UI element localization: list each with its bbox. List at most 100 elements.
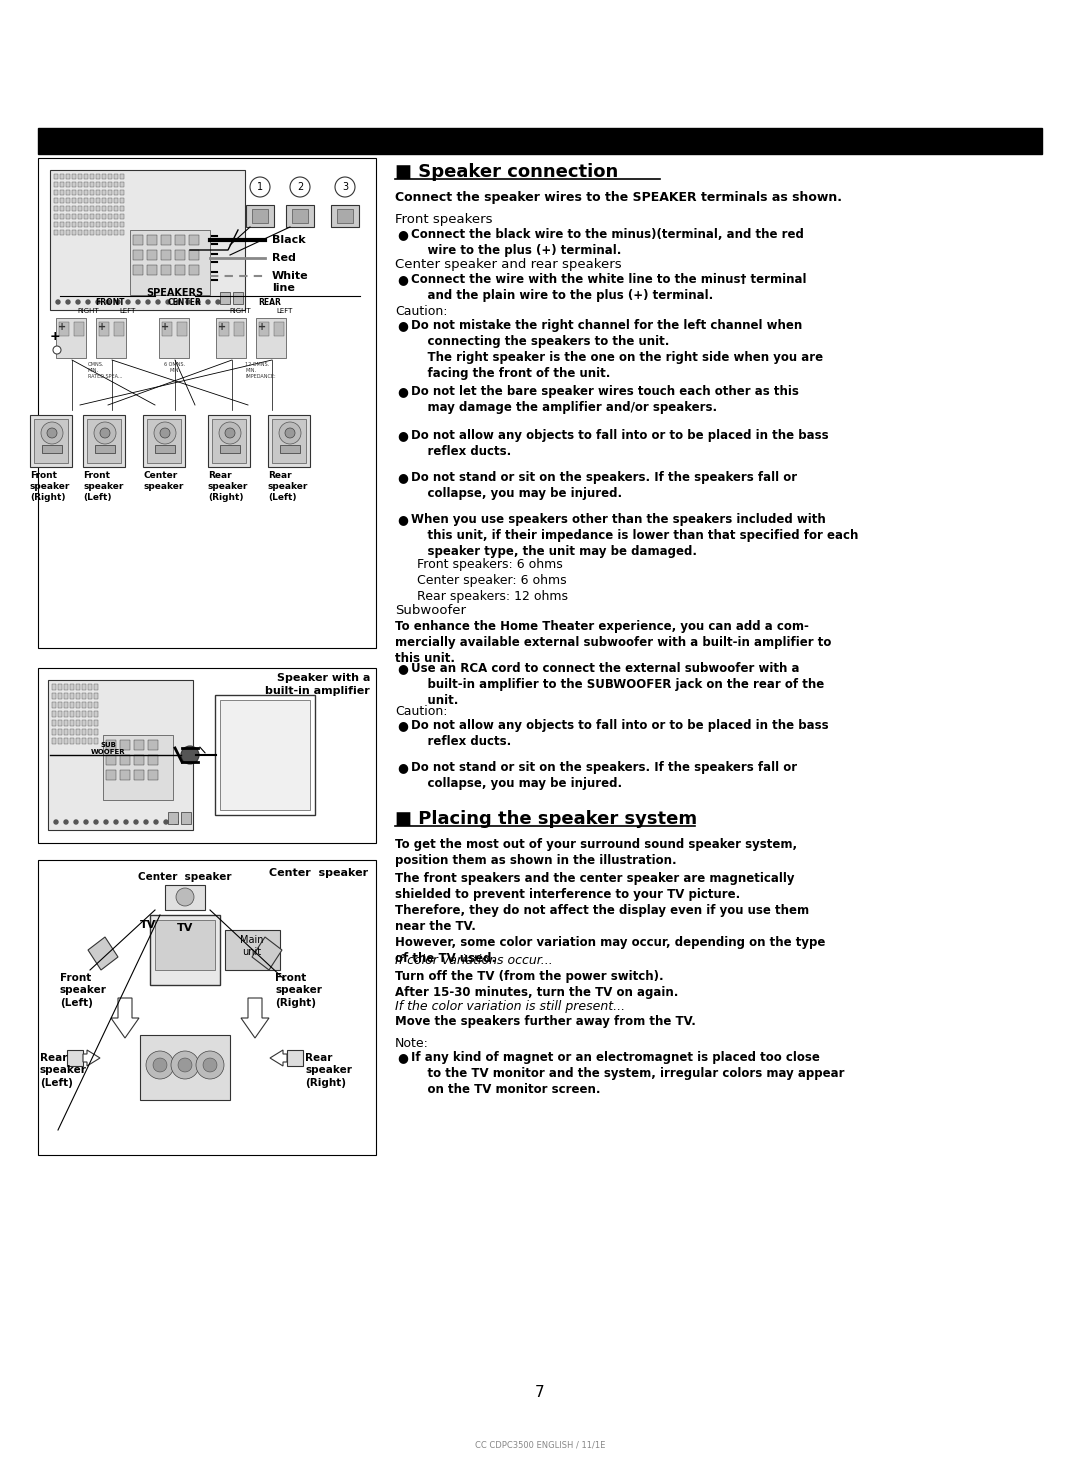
Bar: [108, 230, 112, 235]
Bar: [208, 415, 249, 467]
Bar: [54, 182, 58, 188]
Bar: [66, 198, 70, 202]
Bar: [96, 214, 100, 219]
Polygon shape: [87, 936, 118, 970]
Text: The front speakers and the center speaker are magnetically
shielded to prevent i: The front speakers and the center speake…: [395, 871, 825, 964]
Bar: [94, 738, 98, 744]
Text: CENTER: CENTER: [168, 298, 202, 307]
Text: Do not allow any objects to fall into or to be placed in the bass
    reflex duc: Do not allow any objects to fall into or…: [411, 719, 828, 747]
Text: Use an RCA cord to connect the external subwoofer with a
    built-in amplifier : Use an RCA cord to connect the external …: [411, 662, 824, 707]
Bar: [84, 174, 87, 179]
Circle shape: [94, 422, 116, 445]
Bar: [66, 191, 70, 195]
Text: Connect the wire with the white line to the minus† terminal
    and the plain wi: Connect the wire with the white line to …: [411, 273, 807, 301]
Circle shape: [226, 300, 230, 304]
Bar: [58, 719, 62, 727]
Bar: [76, 702, 80, 707]
Text: Main
unit: Main unit: [240, 935, 264, 957]
Bar: [84, 205, 87, 211]
Circle shape: [86, 300, 90, 304]
Bar: [114, 222, 118, 227]
Bar: [54, 191, 58, 195]
Bar: [64, 710, 68, 716]
Bar: [120, 770, 130, 780]
Bar: [38, 158, 376, 648]
Circle shape: [195, 300, 200, 304]
Text: ●: ●: [397, 227, 408, 241]
Bar: [82, 693, 86, 699]
Bar: [54, 205, 58, 211]
Circle shape: [279, 422, 301, 445]
Circle shape: [96, 300, 100, 304]
Circle shape: [186, 300, 190, 304]
Bar: [161, 264, 171, 275]
Bar: [66, 182, 70, 188]
Bar: [114, 205, 118, 211]
Text: REAR: REAR: [258, 298, 282, 307]
Bar: [134, 755, 144, 765]
Bar: [102, 191, 106, 195]
Bar: [96, 222, 100, 227]
Text: Front speakers: Front speakers: [395, 213, 492, 226]
Text: If color variations occur...: If color variations occur...: [395, 954, 553, 967]
Text: Connect the black wire to the minus)(terminal, and the red
    wire to the plus : Connect the black wire to the minus)(ter…: [411, 227, 804, 257]
Bar: [102, 205, 106, 211]
Bar: [168, 812, 178, 824]
Text: ■ Placing the speaker system: ■ Placing the speaker system: [395, 809, 697, 829]
Bar: [148, 770, 158, 780]
Text: ●: ●: [397, 662, 408, 675]
Bar: [66, 222, 70, 227]
Circle shape: [116, 300, 120, 304]
Bar: [82, 684, 86, 690]
Bar: [108, 205, 112, 211]
Circle shape: [56, 300, 60, 304]
Bar: [159, 318, 189, 357]
Bar: [143, 415, 185, 467]
Text: Rear
speaker
(Right): Rear speaker (Right): [208, 471, 248, 502]
Bar: [337, 210, 353, 223]
Circle shape: [100, 428, 110, 439]
Bar: [66, 205, 70, 211]
Bar: [108, 214, 112, 219]
Circle shape: [124, 820, 129, 824]
Bar: [78, 205, 82, 211]
Bar: [148, 740, 158, 750]
Bar: [90, 205, 94, 211]
Bar: [72, 205, 76, 211]
Circle shape: [146, 1052, 174, 1080]
Bar: [120, 230, 124, 235]
Bar: [72, 214, 76, 219]
Circle shape: [291, 177, 310, 196]
Bar: [114, 214, 118, 219]
Circle shape: [154, 820, 158, 824]
Bar: [82, 710, 86, 716]
Bar: [66, 230, 70, 235]
Bar: [64, 684, 68, 690]
Bar: [76, 730, 80, 736]
Bar: [106, 740, 116, 750]
Bar: [87, 693, 92, 699]
Bar: [87, 730, 92, 736]
Text: 12 OMNS.
MIN.
IMPEDANCE:: 12 OMNS. MIN. IMPEDANCE:: [245, 362, 275, 378]
Text: LEFT: LEFT: [120, 309, 136, 315]
Bar: [148, 755, 158, 765]
Text: ●: ●: [397, 319, 408, 332]
Bar: [78, 222, 82, 227]
Text: CC CDPC3500 ENGLISH / 11/1E: CC CDPC3500 ENGLISH / 11/1E: [475, 1440, 605, 1449]
Circle shape: [146, 300, 150, 304]
Bar: [130, 230, 210, 295]
Circle shape: [106, 300, 110, 304]
Bar: [87, 702, 92, 707]
Bar: [108, 182, 112, 188]
Circle shape: [53, 346, 60, 354]
Bar: [94, 684, 98, 690]
Bar: [102, 222, 106, 227]
Bar: [219, 322, 229, 335]
Bar: [78, 182, 82, 188]
Bar: [66, 214, 70, 219]
Bar: [52, 684, 56, 690]
Text: Turn off the TV (from the power switch).
After 15-30 minutes, turn the TV on aga: Turn off the TV (from the power switch).…: [395, 970, 678, 998]
Circle shape: [164, 820, 168, 824]
Bar: [94, 693, 98, 699]
Bar: [52, 710, 56, 716]
